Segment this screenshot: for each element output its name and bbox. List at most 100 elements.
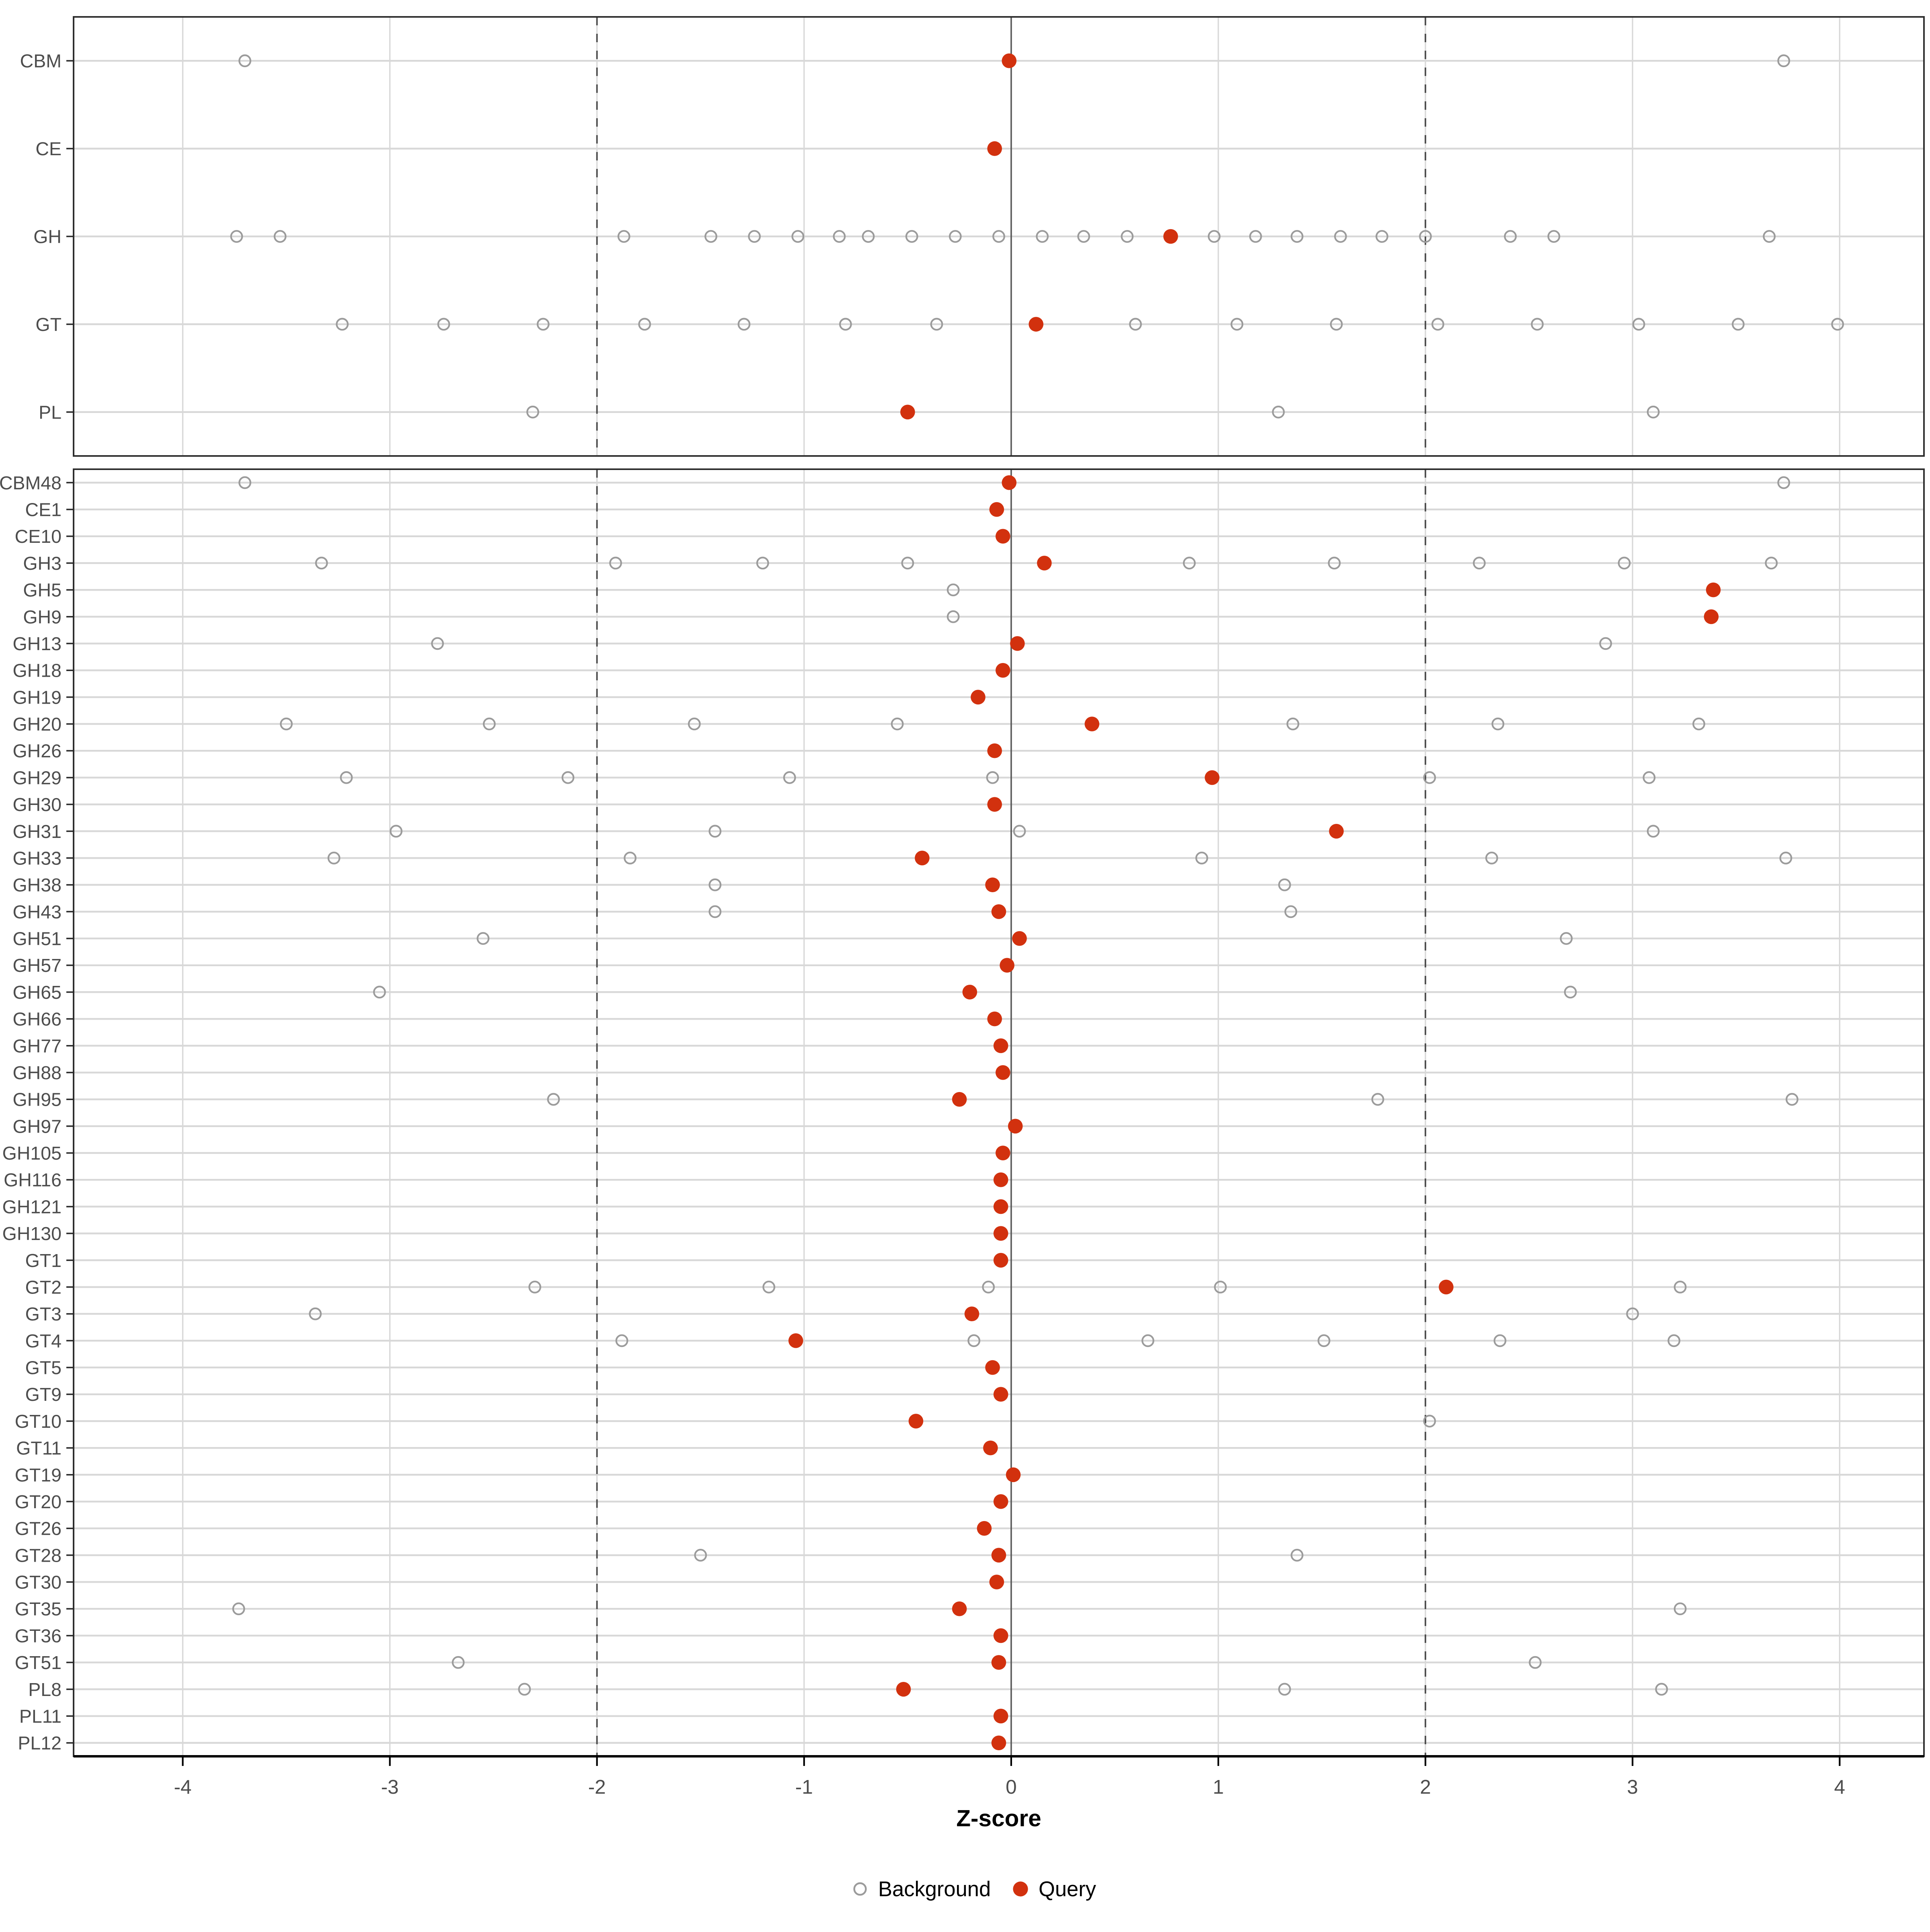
background-point-GT28 (1290, 1548, 1304, 1562)
background-point-GH29 (1643, 771, 1656, 784)
background-point-GH (1547, 230, 1560, 243)
row-label-GT1: GT1 (25, 1250, 62, 1271)
panel-border (73, 16, 1925, 457)
background-point-GH (791, 230, 805, 243)
row-label-GH65: GH65 (13, 982, 62, 1003)
background-point-GT3 (309, 1307, 322, 1320)
background-point-GH20 (1491, 717, 1505, 731)
background-point-GT28 (694, 1548, 707, 1562)
query-point-GH51 (1012, 931, 1027, 946)
panels-group: CBM CE GH GT PL CBM48 CE1 CE10 GH3 GH5 GH9 GH13 GH18… (0, 16, 1925, 1798)
background-point-GH33 (327, 852, 341, 864)
background-point-PL8 (518, 1683, 531, 1696)
query-point-GT5 (985, 1360, 1000, 1375)
background-point-GH (833, 230, 846, 243)
background-point-GH (1207, 230, 1221, 243)
query-point-GH26 (987, 743, 1002, 758)
background-point-GT35 (232, 1602, 245, 1616)
background-point-GH3 (315, 556, 328, 570)
background-point-GH9 (947, 610, 960, 623)
background-point-GT (536, 318, 550, 331)
query-point-GH31 (1329, 823, 1344, 839)
background-point-GH33 (1195, 852, 1208, 864)
background-point-GH95 (1785, 1093, 1799, 1106)
query-point-GT51 (991, 1655, 1006, 1670)
row-label-PL11: PL11 (19, 1706, 62, 1727)
background-point-GT2 (762, 1281, 776, 1293)
background-point-GT (1431, 318, 1444, 331)
query-point-GT19 (1006, 1467, 1021, 1482)
row-label-GT2: GT2 (25, 1277, 62, 1298)
background-point-GT4 (1667, 1334, 1681, 1347)
legend-query-marker-icon (1013, 1881, 1028, 1897)
panel-summary: CBM CE GH GT PL (20, 16, 1925, 457)
background-point-GH20 (482, 717, 496, 731)
background-point-GT2 (1673, 1281, 1687, 1293)
x-tick-label-3: 3 (1627, 1776, 1638, 1798)
background-point-GT (1831, 318, 1844, 331)
query-point-GH65 (962, 985, 977, 1000)
query-point-GH9 (1704, 609, 1719, 624)
query-point-CE1 (989, 502, 1004, 517)
background-point-GH31 (708, 825, 722, 838)
row-label-CE10: CE10 (15, 526, 62, 547)
row-label-GH57: GH57 (13, 955, 62, 976)
background-point-GH3 (1473, 556, 1486, 570)
background-point-GT (1129, 318, 1142, 331)
background-point-GH20 (280, 717, 293, 731)
background-point-GT35 (1673, 1602, 1687, 1616)
row-label-GT10: GT10 (15, 1411, 62, 1432)
background-point-GH29 (340, 771, 353, 784)
row-label-GT30: GT30 (15, 1572, 62, 1593)
background-point-CBM (238, 54, 251, 68)
row-label-GT9: GT9 (25, 1384, 62, 1405)
row-label-GH95: GH95 (13, 1089, 62, 1110)
query-point-GT10 (908, 1414, 924, 1429)
query-point-GH121 (993, 1199, 1008, 1214)
row-label-GH31: GH31 (13, 821, 62, 842)
background-point-GH3 (1765, 556, 1778, 570)
background-point-CBM48 (238, 476, 251, 489)
query-point-PL11 (993, 1708, 1008, 1724)
query-point-GT30 (989, 1575, 1004, 1589)
query-point-GH57 (1000, 958, 1014, 973)
query-point-GT26 (977, 1521, 992, 1536)
background-point-GT (930, 318, 943, 331)
background-point-GH3 (901, 556, 914, 570)
background-point-GH31 (390, 825, 402, 838)
background-point-PL (526, 405, 539, 419)
query-point-GH130 (993, 1226, 1008, 1241)
background-point-GH (905, 230, 918, 243)
row-label-GH5: GH5 (23, 580, 62, 601)
query-point-CE10 (995, 529, 1010, 544)
background-point-GH65 (373, 986, 386, 999)
row-label-GH: GH (33, 226, 62, 247)
background-point-GH13 (1599, 637, 1612, 650)
query-point-GT9 (993, 1387, 1008, 1402)
background-point-GH20 (1692, 717, 1705, 731)
query-point-GH38 (985, 877, 1000, 892)
x-tick-label-2: 2 (1420, 1776, 1431, 1798)
x-axis-title: Z-score (956, 1805, 1041, 1831)
background-point-PL8 (1278, 1683, 1291, 1696)
background-point-GH43 (1284, 905, 1298, 918)
background-point-GT4 (615, 1334, 628, 1347)
row-label-GT11: GT11 (16, 1438, 62, 1459)
row-label-GT26: GT26 (15, 1518, 62, 1539)
query-point-GT3 (964, 1306, 979, 1321)
row-label-GT5: GT5 (25, 1357, 62, 1378)
background-point-GH51 (1560, 932, 1573, 945)
query-point-CBM (1002, 53, 1017, 68)
x-tick-label-1: 1 (1213, 1776, 1224, 1798)
query-point-GT20 (993, 1494, 1008, 1509)
background-point-GH3 (1618, 556, 1631, 570)
background-point-GH (1504, 230, 1517, 243)
background-point-GT (737, 318, 751, 331)
background-point-CBM48 (1777, 476, 1790, 489)
query-point-GH5 (1706, 582, 1721, 597)
background-point-GH33 (1779, 852, 1792, 864)
query-point-GH18 (995, 663, 1010, 678)
background-point-GH (1763, 230, 1776, 243)
background-point-GT (1632, 318, 1645, 331)
